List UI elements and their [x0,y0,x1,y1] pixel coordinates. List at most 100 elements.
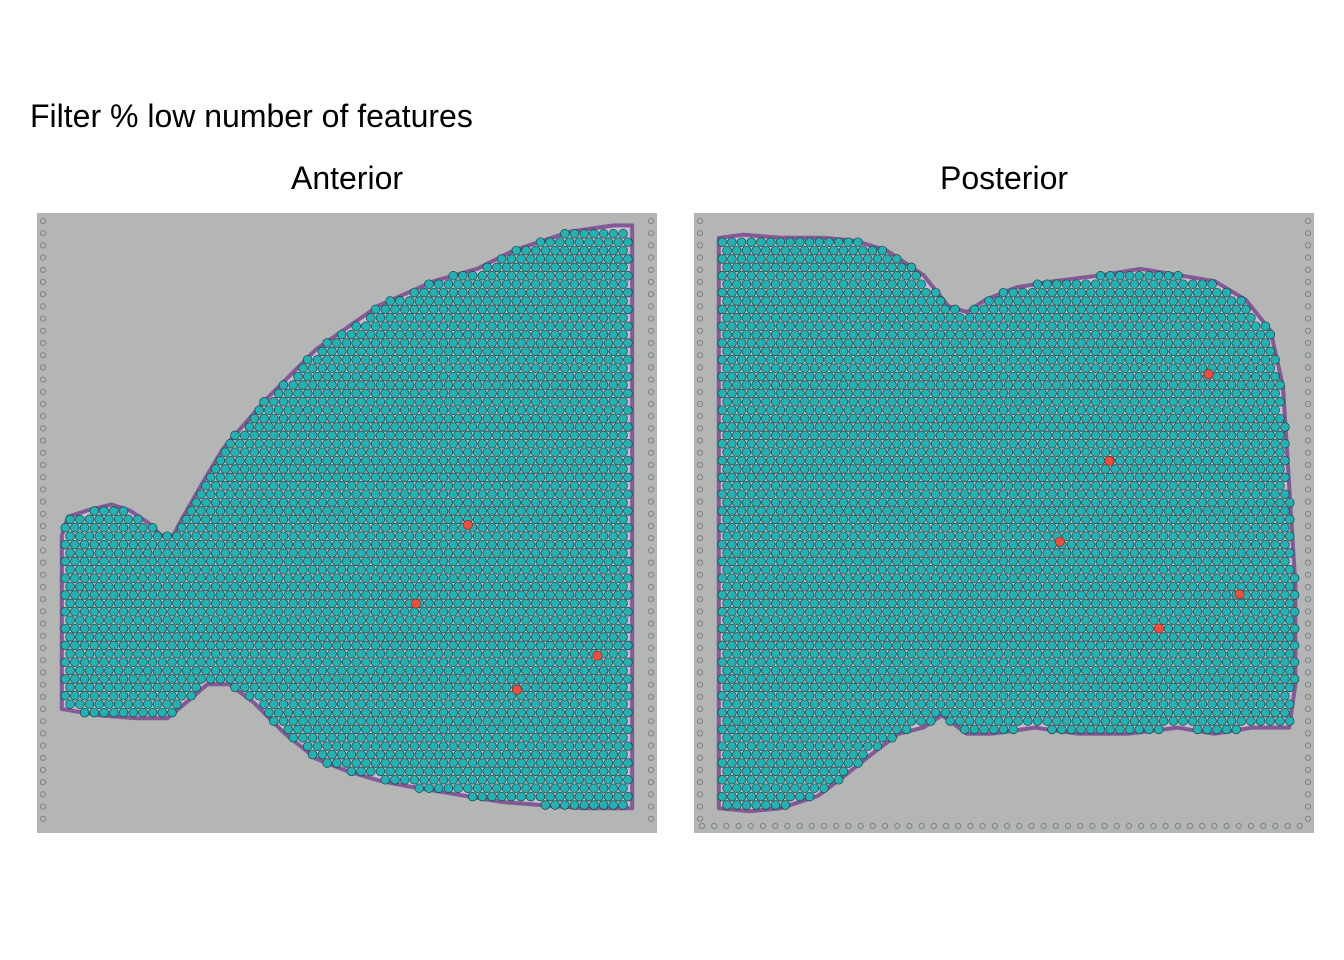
spot-kept [569,262,580,273]
spot-kept [506,439,517,449]
spot-kept [1052,329,1062,340]
spot-kept [1197,514,1208,525]
spot-kept [829,397,839,407]
spot-kept [780,548,791,558]
spot-kept [1250,439,1261,449]
spot-kept [65,548,75,558]
spot-kept [419,590,429,600]
spot-kept [196,657,206,667]
spot-kept [799,245,810,256]
spot-kept [317,665,328,676]
spot-kept [560,800,570,810]
spot-kept [390,707,400,718]
spot-kept [843,539,854,550]
spot-kept [1027,371,1038,382]
spot-kept [545,506,555,516]
fiducial-dot [1077,822,1084,830]
spot-kept [307,665,318,676]
spot-kept [322,573,332,583]
spot-kept [414,716,425,726]
spot-kept [1110,430,1120,441]
spot-kept [225,523,235,533]
spot-kept [843,506,854,516]
spot-kept [838,380,849,390]
spot-kept [598,329,609,340]
spot-kept [564,439,575,449]
spot-kept [273,640,284,651]
spot-kept [727,405,737,415]
spot-kept [785,422,795,432]
spot-kept [467,388,478,399]
spot-kept [516,422,526,432]
spot-kept [157,573,168,583]
spot-kept [1013,363,1023,373]
spot-kept [259,548,269,558]
spot-kept [375,380,386,390]
spot-kept [128,707,138,718]
spot-kept [540,262,551,273]
spot-kept [152,565,163,575]
spot-kept [370,539,381,550]
spot-kept [833,287,844,298]
fiducial-dot [39,339,47,347]
spot-kept [545,657,555,667]
spot-kept [790,514,800,525]
spot-kept [496,371,507,382]
spot-kept [157,691,168,701]
spot-kept [1173,472,1183,483]
spot-kept [293,506,303,516]
spot-kept [162,548,172,558]
spot-kept [574,707,585,718]
spot-kept [361,472,371,483]
spot-kept [911,489,921,499]
spot-kept [322,707,332,718]
spot-kept [414,531,425,541]
spot-kept [1120,346,1130,357]
spot-kept [589,800,599,810]
spot-kept [380,321,391,331]
spot-kept [317,632,328,642]
spot-kept [399,623,410,634]
spot-kept [89,590,100,600]
fiducial-dot [696,437,704,444]
spot-kept [1275,464,1285,474]
spot-kept [770,279,781,289]
spot-kept [424,514,434,525]
spot-kept [984,413,994,424]
spot-kept [901,304,912,315]
fiducial-dot [1162,822,1169,830]
spot-kept [516,758,526,768]
spot-kept [1221,455,1232,466]
spot-kept [872,388,883,399]
spot-kept [550,481,560,491]
fiducial-dot [696,571,704,578]
spot-kept [843,422,854,432]
spot-kept [853,254,863,264]
spot-kept [618,380,628,390]
spot-kept [526,691,536,701]
spot-kept [463,413,473,424]
spot-kept [833,237,844,247]
spot-kept [244,556,255,567]
spot-kept [235,657,245,667]
spot-kept [809,296,820,306]
spot-kept [269,649,279,659]
fiducial-dot [696,815,704,822]
spot-kept [911,355,921,365]
spot-kept [322,674,332,684]
spot-kept [341,707,352,718]
spot-kept [862,254,873,264]
spot-kept [785,355,795,365]
spot-kept [70,556,80,567]
spot-kept [1163,271,1174,281]
spot-kept [722,481,732,491]
spot-kept [1027,523,1038,533]
spot-kept [501,632,512,642]
spot-kept [288,682,298,693]
spot-kept [133,531,143,541]
spot-kept [795,287,805,298]
spot-kept [540,514,551,525]
spot-kept [955,497,965,508]
spot-kept [530,430,541,441]
spot-kept [341,640,352,651]
